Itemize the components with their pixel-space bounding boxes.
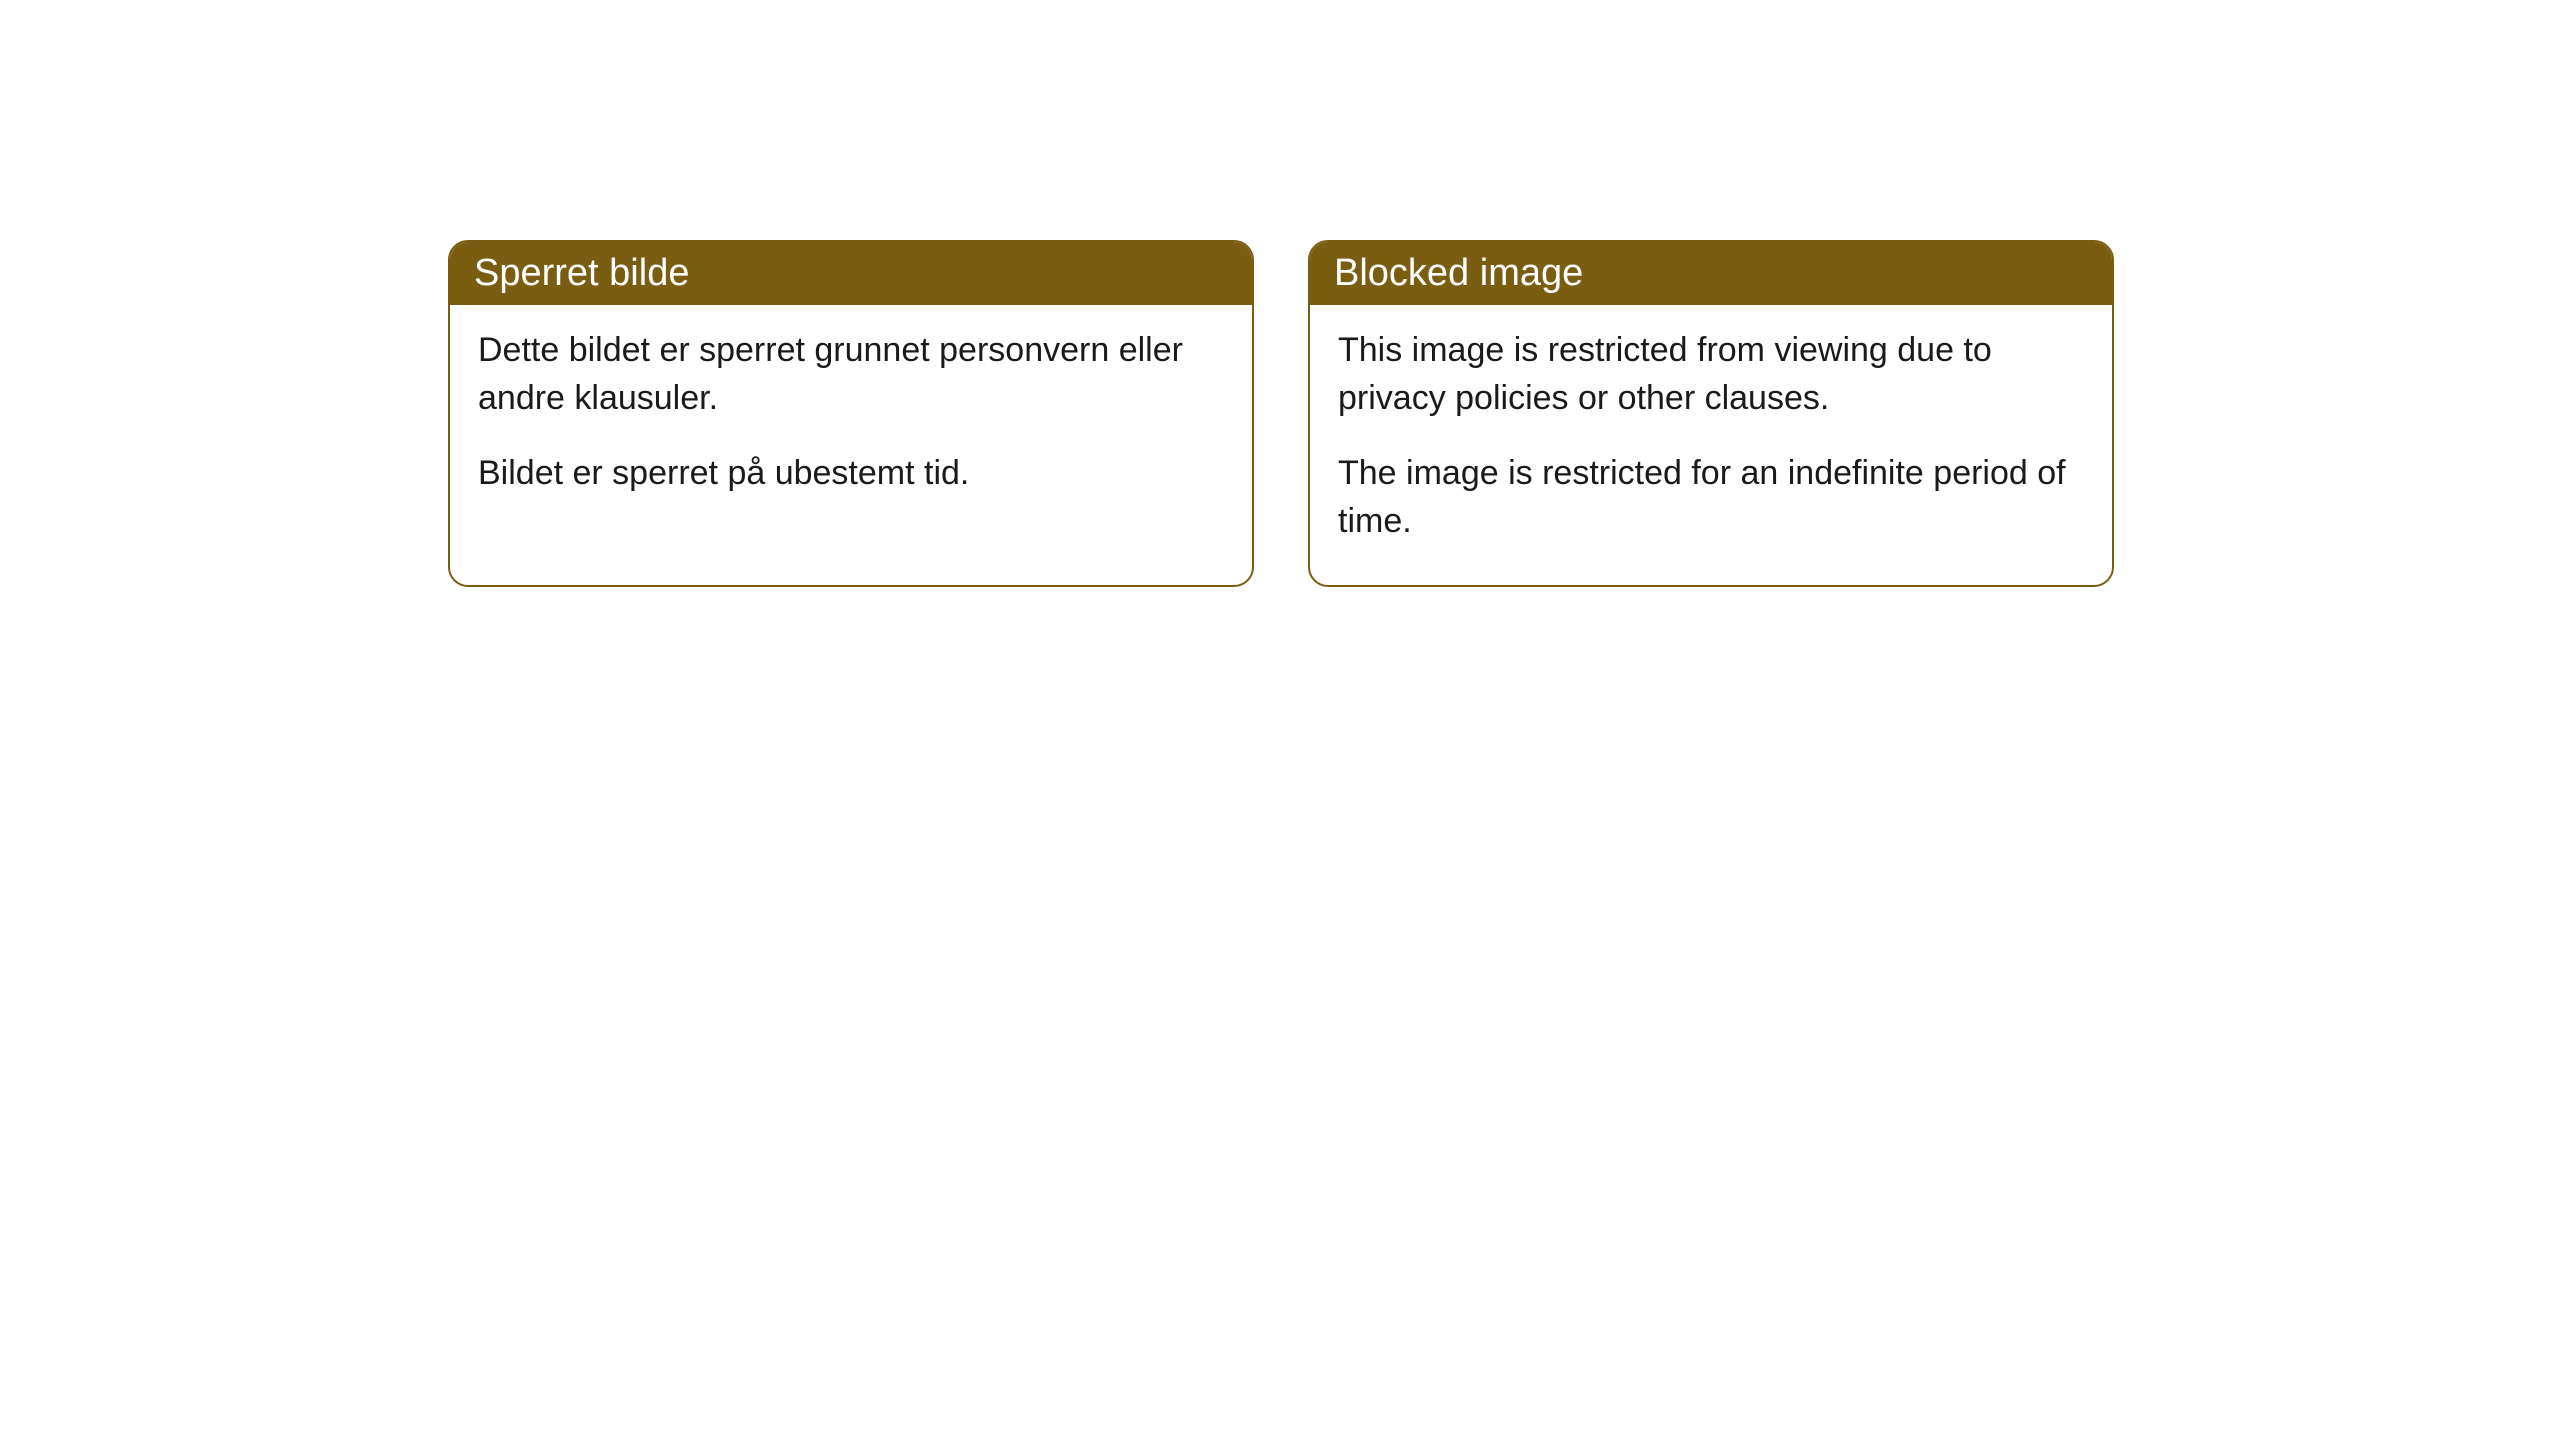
blocked-image-card-english: Blocked image This image is restricted f… [1308,240,2114,587]
card-header: Blocked image [1310,242,2112,305]
card-header: Sperret bilde [450,242,1252,305]
card-body: Dette bildet er sperret grunnet personve… [450,305,1252,538]
card-paragraph: Bildet er sperret på ubestemt tid. [478,450,1224,498]
card-body: This image is restricted from viewing du… [1310,305,2112,585]
card-title: Blocked image [1334,252,1583,294]
card-paragraph: Dette bildet er sperret grunnet personve… [478,327,1224,422]
blocked-image-card-norwegian: Sperret bilde Dette bildet er sperret gr… [448,240,1254,587]
notice-cards-container: Sperret bilde Dette bildet er sperret gr… [448,240,2114,587]
card-paragraph: The image is restricted for an indefinit… [1338,450,2084,545]
card-title: Sperret bilde [474,252,689,294]
card-paragraph: This image is restricted from viewing du… [1338,327,2084,422]
